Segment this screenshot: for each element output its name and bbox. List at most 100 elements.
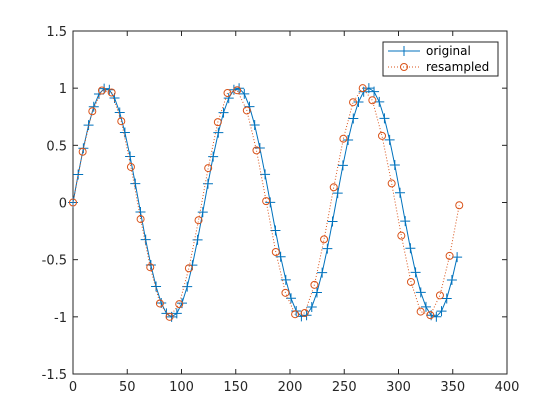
data-point-circle — [310, 280, 319, 289]
x-tick-label: 300 — [386, 380, 411, 395]
legend-label: original — [426, 44, 471, 58]
data-point-circle — [349, 98, 358, 107]
data-point-plus — [73, 169, 84, 180]
data-point-plus — [363, 83, 374, 94]
data-point-circle — [97, 86, 106, 95]
legend-entry-resampled: resampled — [388, 60, 489, 74]
data-point-plus — [322, 243, 333, 254]
legend-label: resampled — [426, 60, 489, 74]
data-point-circle — [406, 277, 415, 286]
data-point-plus — [384, 134, 395, 145]
data-point-circle — [223, 88, 232, 97]
legend-entries: original resampled — [388, 44, 489, 74]
data-point-circle — [107, 88, 116, 97]
data-point-plus — [337, 160, 348, 171]
data-point-circle — [88, 107, 97, 116]
data-point-plus — [280, 274, 291, 285]
data-point-plus — [218, 107, 229, 118]
y-tick-label: -1 — [54, 311, 67, 326]
data-point-circle — [252, 146, 261, 155]
data-point-circle — [291, 310, 300, 319]
data-point-circle — [69, 198, 77, 207]
data-point-plus — [197, 207, 208, 218]
data-point-plus — [389, 159, 400, 170]
x-tick-label: 200 — [278, 380, 303, 395]
data-point-plus — [125, 151, 136, 162]
data-point-plus — [130, 178, 141, 189]
data-point-plus — [369, 86, 380, 97]
data-point-plus — [353, 97, 364, 108]
data-point-plus — [348, 113, 359, 124]
data-point-plus — [441, 293, 452, 304]
ticks-layer: 0 50 100 150 200 250 300 350 400 -1.5 -1 -0.5 0 0.5 1 1… — [42, 25, 520, 395]
data-point-plus — [119, 127, 130, 138]
data-point-plus — [446, 275, 457, 286]
data-point-plus — [452, 252, 463, 263]
data-point-plus — [265, 197, 276, 208]
data-point-plus — [311, 287, 322, 298]
data-point-plus — [151, 281, 162, 292]
axes-box — [72, 30, 508, 375]
data-point-circle — [455, 201, 464, 210]
y-tick-label: 1 — [59, 82, 67, 97]
data-point-circle — [445, 251, 454, 260]
series-original — [68, 83, 463, 322]
data-point-plus — [99, 83, 110, 94]
data-point-circle — [117, 117, 126, 126]
series-resampled — [69, 84, 464, 321]
data-point-circle — [146, 263, 155, 272]
data-point-circle — [194, 216, 203, 225]
legend: original resampled — [382, 41, 499, 77]
data-point-plus — [379, 113, 390, 124]
data-point-plus — [234, 83, 245, 94]
legend-marker-plus — [399, 46, 409, 56]
legend-marker-circle — [400, 63, 408, 71]
data-point-plus — [395, 187, 406, 198]
data-point-circle — [416, 307, 425, 316]
data-point-circle — [329, 183, 338, 192]
data-point-circle — [175, 300, 184, 309]
y-tick-label: 0 — [59, 197, 67, 212]
data-point-plus — [213, 127, 224, 138]
data-point-circle — [184, 264, 193, 273]
data-point-circle — [136, 215, 145, 224]
data-point-plus — [327, 216, 338, 227]
data-point-circle — [358, 84, 367, 93]
x-tick-label: 350 — [440, 380, 465, 395]
data-point-circle — [242, 106, 251, 115]
data-point-circle — [368, 96, 377, 105]
x-tick-label: 150 — [223, 380, 248, 395]
data-point-circle — [397, 231, 406, 240]
data-point-circle — [320, 235, 329, 244]
data-point-plus — [88, 101, 99, 112]
x-tick-label: 100 — [169, 380, 194, 395]
data-point-circle — [339, 134, 348, 143]
data-point-plus — [171, 308, 182, 319]
y-tick-label: -0.5 — [42, 254, 67, 269]
data-point-circle — [233, 86, 242, 95]
data-point-circle — [300, 308, 309, 317]
data-point-plus — [410, 267, 421, 278]
series-layer — [68, 83, 464, 322]
data-point-circle — [78, 147, 87, 156]
data-point-plus — [343, 134, 354, 145]
y-tick-label: -1.5 — [42, 368, 67, 383]
y-tick-label: 1.5 — [46, 25, 67, 40]
data-point-circle — [204, 164, 213, 173]
x-tick-label: 50 — [119, 380, 136, 395]
data-point-plus — [415, 287, 426, 298]
data-point-plus — [239, 88, 250, 99]
y-tick-label: 0.5 — [46, 139, 67, 154]
data-point-plus — [275, 251, 286, 262]
data-point-circle — [426, 311, 435, 320]
data-point-plus — [208, 151, 219, 162]
x-tick-label: 0 — [69, 380, 77, 395]
data-point-circle — [378, 131, 387, 140]
data-point-plus — [306, 302, 317, 313]
data-point-plus — [249, 119, 260, 130]
data-point-circle — [281, 288, 290, 297]
data-point-plus — [202, 178, 213, 189]
data-point-circle — [213, 118, 222, 127]
data-point-plus — [301, 310, 312, 321]
